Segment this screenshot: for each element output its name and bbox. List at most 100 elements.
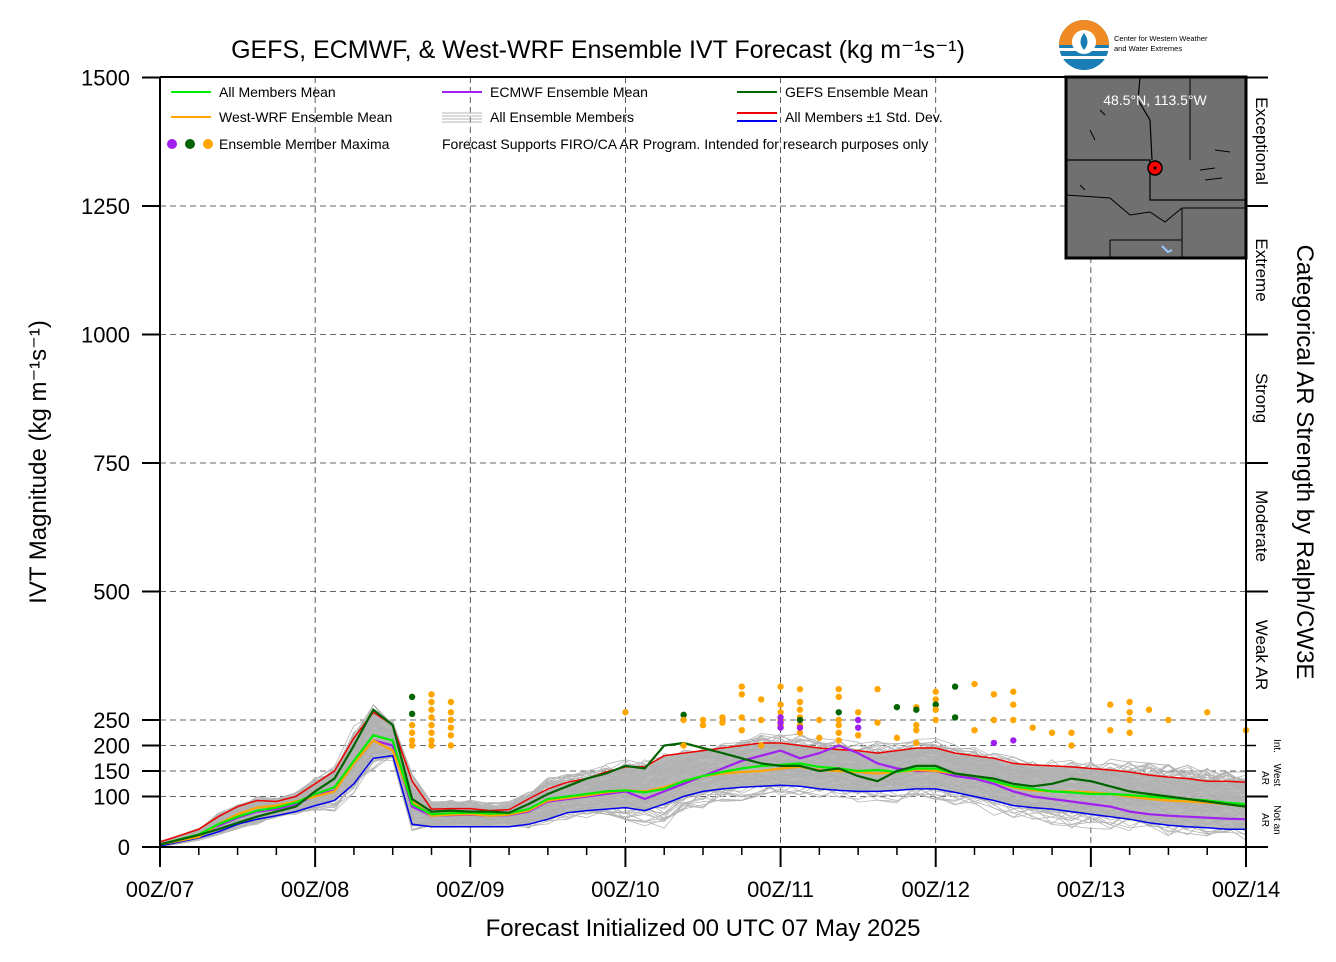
maxima-point-ecmwf [777, 714, 784, 721]
maxima-point-wrf [447, 732, 455, 739]
maxima-point-wrf [932, 716, 939, 724]
ensemble-member-line [159, 754, 1247, 848]
maxima-point-wrf [835, 685, 842, 693]
maxima-point-wrf [719, 714, 726, 721]
maxima-point-wrf [680, 742, 687, 749]
maxima-point-wrf [1048, 729, 1056, 736]
series-line-std_lower [159, 754, 1246, 847]
legend-ecmwf-mean: ECMWF Ensemble Mean [490, 84, 648, 100]
maxima-point-wrf [1165, 716, 1172, 724]
maxima-point-wrf [796, 685, 804, 693]
maxima-point-wrf [1126, 709, 1133, 716]
logo-line-1: Center for Western Weather [1114, 34, 1208, 43]
maxima-point-wrf [428, 714, 435, 721]
legend-wrf-mean: West-WRF Ensemble Mean [219, 109, 392, 125]
y-tick-label: 1250 [81, 194, 130, 219]
maxima-point-wrf [1029, 724, 1036, 731]
inset-map: 48.5°N, 113.5°W [1064, 75, 1248, 260]
maxima-point-wrf [932, 688, 939, 695]
category-moderate: Moderate [1252, 490, 1271, 562]
maxima-point-wrf [738, 683, 745, 690]
maxima-point-wrf [854, 732, 862, 739]
maxima-point-wrf [816, 734, 823, 742]
maxima-point-gefs [913, 706, 920, 713]
maxima-point-wrf [777, 709, 784, 716]
maxima-point-wrf [428, 737, 435, 744]
maxima-point-wrf [893, 734, 901, 742]
maxima-point-wrf [835, 729, 842, 736]
series-line-std_upper [159, 711, 1247, 843]
maxima-point-wrf [757, 742, 765, 749]
y-tick-label: 250 [93, 708, 130, 733]
maxima-point-wrf [1010, 701, 1017, 708]
x-tick-label: 00Z/09 [436, 877, 505, 902]
maxima-point-wrf [1204, 709, 1211, 716]
maxima-point-wrf [932, 706, 939, 713]
legend: All Members Mean ECMWF Ensemble Mean GEF… [167, 84, 943, 152]
category-not-2: AR [1259, 813, 1270, 827]
maxima-point-wrf [428, 706, 435, 713]
maxima-point-ecmwf [796, 724, 804, 731]
maxima-point-wrf [757, 716, 765, 724]
maxima-point-ecmwf [854, 724, 862, 731]
legend-dot-gefs [185, 139, 195, 149]
category-weak: Weak AR [1252, 620, 1271, 691]
maxima-point-wrf [835, 721, 842, 729]
legend-dot-ecmwf [167, 139, 177, 149]
maxima-point-ecmwf [990, 739, 998, 747]
maxima-point-wrf [738, 727, 745, 734]
maxima-point-wrf [913, 727, 920, 734]
maxima-point-wrf [1145, 706, 1153, 713]
y-tick-label: 500 [93, 580, 130, 605]
maxima-point-wrf [447, 716, 455, 724]
maxima-point-ecmwf [854, 716, 862, 724]
maxima-point-wrf [447, 709, 455, 716]
member-maxima [408, 680, 1250, 749]
maxima-point-wrf [428, 721, 435, 729]
maxima-point-wrf [447, 698, 455, 706]
chart-title: GEFS, ECMWF, & West-WRF Ensemble IVT For… [231, 36, 965, 64]
maxima-point-gefs [951, 714, 959, 721]
maxima-point-wrf [699, 721, 707, 729]
x-axis-label: Forecast Initialized 00 UTC 07 May 2025 [486, 915, 921, 942]
logo-line-2: and Water Extremes [1114, 44, 1182, 53]
maxima-point-ecmwf [777, 724, 784, 731]
maxima-point-wrf [1010, 716, 1017, 724]
category-strong: Strong [1252, 373, 1271, 423]
y-axis-label: IVT Magnitude (kg m⁻¹s⁻¹) [25, 320, 52, 604]
maxima-point-gefs [408, 693, 416, 701]
maxima-point-wrf [874, 685, 881, 693]
maxima-point-wrf [854, 709, 862, 716]
maxima-point-wrf [990, 691, 998, 698]
maxima-point-wrf [1126, 698, 1133, 706]
y-tick-label: 750 [93, 451, 130, 476]
maxima-point-wrf [719, 719, 726, 726]
x-tick-label: 00Z/07 [126, 877, 195, 902]
category-exceptional: Exceptional [1252, 97, 1271, 185]
maxima-point-wrf [1107, 701, 1114, 708]
maxima-point-ecmwf [1010, 737, 1017, 744]
maxima-point-wrf [777, 701, 784, 708]
maxima-point-gefs [796, 716, 804, 724]
series-lines [159, 708, 1247, 847]
maxima-point-wrf [816, 716, 823, 724]
category-int-2: West [1271, 764, 1282, 787]
legend-maxima: Ensemble Member Maxima [219, 136, 390, 152]
maxima-point-wrf [990, 716, 998, 724]
cw3e-logo: Center for Western Weather and Water Ext… [1059, 20, 1208, 70]
ar-category-labels: Exceptional Extreme Strong Moderate Weak… [1252, 97, 1282, 835]
maxima-point-wrf [835, 737, 842, 744]
x-tick-label: 00Z/11 [747, 877, 814, 902]
y-tick-label: 150 [93, 759, 130, 784]
category-not-1: Not an [1271, 805, 1282, 834]
maxima-point-wrf [428, 698, 435, 706]
maxima-point-wrf [1107, 727, 1114, 734]
y-tick-label: 1500 [81, 66, 130, 91]
maxima-point-wrf [738, 691, 745, 698]
maxima-point-wrf [428, 742, 435, 749]
maxima-point-wrf [408, 721, 416, 729]
x-tick-label: 00Z/08 [281, 877, 350, 902]
maxima-point-wrf [913, 721, 920, 729]
